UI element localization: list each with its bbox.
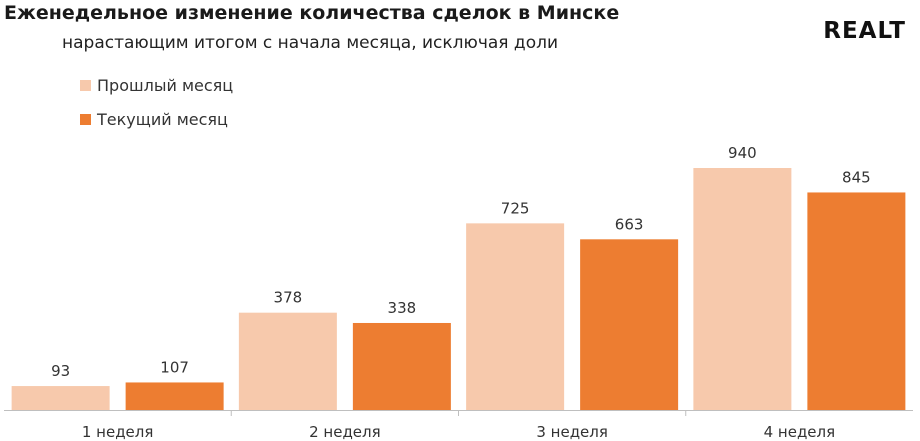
data-label: 940 (728, 144, 757, 162)
bar-current (352, 322, 451, 410)
data-label: 93 (51, 362, 70, 380)
x-tick-label: 1 неделя (82, 423, 154, 441)
legend-label-previous: Прошлый месяц (97, 75, 234, 95)
x-tick-label: 4 неделя (764, 423, 836, 441)
data-label: 338 (388, 299, 417, 317)
realt-logo: REALT (823, 18, 906, 44)
legend-label-current: Текущий месяц (97, 109, 228, 129)
bar-previous (693, 168, 792, 410)
legend-swatch-current (80, 113, 91, 125)
chart-title: Еженедельное изменение количества сделок… (4, 2, 620, 24)
bar-current (125, 382, 224, 410)
legend-item-previous: Прошлый месяц (80, 74, 233, 96)
bar-previous (238, 312, 337, 410)
bar-previous (11, 386, 110, 410)
bar-current (807, 192, 906, 410)
legend: Прошлый месяц Текущий месяц (80, 74, 233, 142)
legend-swatch-previous (80, 79, 91, 91)
data-label: 663 (615, 215, 644, 233)
data-label: 845 (842, 168, 871, 186)
data-label: 378 (274, 289, 303, 307)
x-tick-label: 2 неделя (309, 423, 381, 441)
legend-item-current: Текущий месяц (80, 108, 233, 130)
bar-current (580, 239, 679, 410)
data-label: 107 (160, 358, 189, 376)
bar-previous (466, 223, 565, 410)
data-label: 725 (501, 199, 530, 217)
chart-subtitle: нарастающим итогом с начала месяца, искл… (62, 33, 559, 53)
x-tick-label: 3 неделя (536, 423, 608, 441)
